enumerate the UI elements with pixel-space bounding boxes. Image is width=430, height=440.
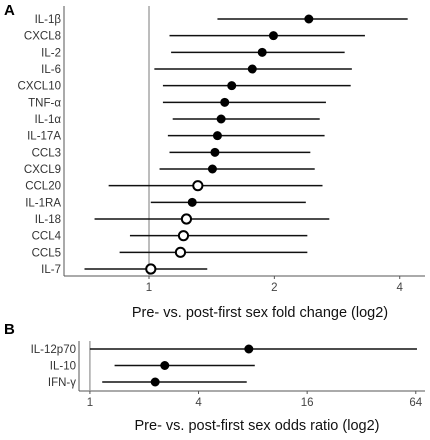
estimate-point [216, 114, 226, 124]
estimate-point [192, 180, 204, 192]
panel-a-letter: A [4, 2, 15, 19]
category-label: CCL5 [32, 247, 61, 259]
category-label: CCL3 [32, 147, 61, 159]
estimate-point [207, 164, 217, 174]
estimate-point [227, 81, 237, 91]
category-label: CXCL8 [24, 31, 61, 43]
category-label: CCL20 [25, 181, 61, 193]
x-tick-label: 2 [271, 282, 277, 294]
category-label: IL-12p70 [31, 344, 76, 356]
x-tick-label: 64 [409, 397, 422, 409]
estimate-point [220, 97, 230, 107]
x-tick-label: 1 [146, 282, 152, 294]
panel-a-category-labels: IL-1β CXCL8 IL-2 IL-6 CXCL10 TNF-α IL-1α IL-17A… [18, 14, 62, 276]
estimate-point [304, 14, 314, 24]
panel-a-axes [63, 6, 425, 277]
category-label: TNF-α [28, 97, 61, 109]
panel-a-x-axis-title: Pre- vs. post-first sex fold change (log… [132, 305, 388, 321]
panel-b-x-ticks: 1 4 16 64 [87, 391, 423, 409]
category-label: IL-18 [35, 214, 61, 226]
category-label: IL-1RA [25, 197, 61, 209]
category-label: IFN-γ [48, 377, 76, 389]
panel-b-x-axis-title: Pre- vs. post-first sex odds ratio (log2… [135, 418, 380, 434]
estimate-point [160, 361, 170, 370]
panel-a: A IL-1βCXCL8IL-2IL-6CXCL10TNF-αIL-1αIL-1… [4, 2, 425, 321]
estimate-point [210, 147, 220, 157]
category-label: CCL4 [32, 231, 62, 243]
estimate-point [268, 31, 278, 41]
category-label: IL-1β [35, 14, 62, 26]
estimate-point [212, 131, 222, 141]
category-label: IL-2 [41, 47, 61, 59]
category-label: CXCL9 [24, 164, 61, 176]
category-label: IL-1α [35, 114, 62, 126]
estimate-point [247, 64, 257, 74]
estimate-point [174, 246, 187, 258]
panel-b: B IL-12p70 IL-10 IFN-γ 1 4 16 64 Pre- vs. pos… [4, 321, 425, 434]
estimate-point [180, 213, 193, 225]
panel-b-category-labels: IL-12p70 IL-10 IFN-γ [31, 344, 77, 389]
x-tick-label: 4 [195, 397, 202, 409]
panel-b-marks [89, 344, 417, 387]
estimate-point [244, 344, 254, 354]
estimate-point [257, 47, 267, 57]
x-tick-label: 4 [397, 282, 404, 294]
panel-b-letter: B [4, 321, 15, 338]
x-tick-label: 16 [301, 397, 314, 409]
x-tick-label: 1 [87, 397, 93, 409]
estimate-point [177, 230, 190, 242]
category-label: CXCL10 [18, 81, 61, 93]
category-label: IL-17A [27, 131, 61, 143]
panel-a-marks [84, 14, 408, 275]
estimate-point [145, 263, 157, 275]
category-label: IL-10 [50, 361, 76, 373]
category-label: IL-7 [41, 264, 61, 276]
panel-a-x-ticks: 1 2 4 [146, 276, 404, 294]
category-label: IL-6 [41, 64, 61, 76]
estimate-point [150, 377, 160, 387]
estimate-point [187, 197, 197, 207]
